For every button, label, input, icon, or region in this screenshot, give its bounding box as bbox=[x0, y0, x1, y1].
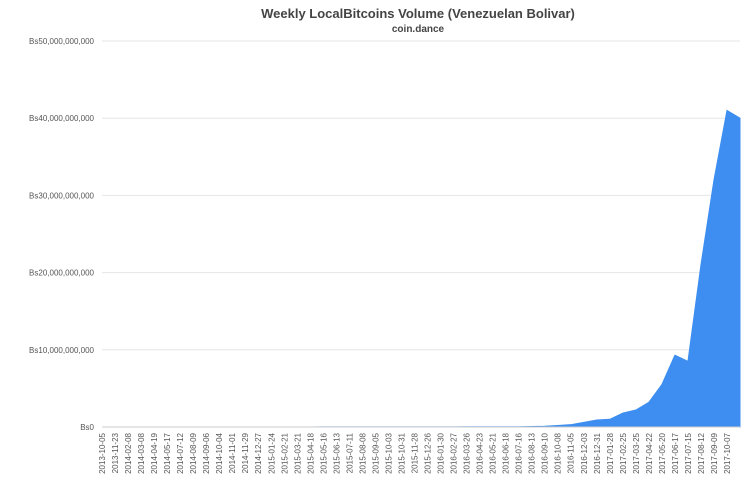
y-tick-label: Bs40,000,000,000 bbox=[29, 114, 94, 123]
x-tick-label: 2017-10-07 bbox=[723, 432, 732, 473]
x-tick-label: 2015-03-21 bbox=[293, 432, 302, 473]
x-tick-label: 2014-03-08 bbox=[137, 432, 146, 473]
x-tick-label: 2014-05-17 bbox=[163, 432, 172, 473]
x-tick-label: 2017-08-12 bbox=[697, 432, 706, 473]
y-tick-label: Bs10,000,000,000 bbox=[29, 346, 94, 355]
x-tick-label: 2014-04-19 bbox=[150, 432, 159, 473]
x-tick-label: 2016-07-16 bbox=[515, 432, 524, 473]
y-tick-label: Bs50,000,000,000 bbox=[29, 37, 94, 46]
x-tick-label: 2015-09-05 bbox=[371, 432, 380, 473]
x-tick-label: 2016-08-13 bbox=[528, 432, 537, 473]
x-tick-label: 2014-08-09 bbox=[189, 432, 198, 473]
x-tick-label: 2014-07-12 bbox=[176, 432, 185, 473]
x-tick-label: 2015-10-03 bbox=[384, 432, 393, 473]
x-tick-label: 2016-01-30 bbox=[437, 432, 446, 473]
x-tick-label: 2014-11-29 bbox=[241, 432, 250, 473]
x-tick-label: 2016-04-23 bbox=[476, 432, 485, 473]
x-tick-label: 2017-09-09 bbox=[710, 432, 719, 473]
x-tick-label: 2015-06-13 bbox=[332, 432, 341, 473]
x-tick-label: 2016-11-05 bbox=[567, 432, 576, 473]
x-tick-label: 2015-05-16 bbox=[319, 432, 328, 473]
x-tick-label: 2015-07-11 bbox=[345, 432, 354, 473]
x-tick-label: 2017-01-28 bbox=[606, 432, 615, 473]
x-tick-label: 2017-07-15 bbox=[684, 432, 693, 473]
x-tick-label: 2015-08-08 bbox=[358, 432, 367, 473]
x-tick-label: 2016-06-18 bbox=[502, 432, 511, 473]
x-tick-label: 2014-10-04 bbox=[215, 432, 224, 473]
x-tick-label: 2014-11-01 bbox=[228, 432, 237, 473]
x-tick-label: 2013-10-05 bbox=[98, 432, 107, 473]
y-tick-label: Bs20,000,000,000 bbox=[29, 269, 94, 278]
area bbox=[101, 109, 741, 428]
x-tick-label: 2014-09-06 bbox=[202, 432, 211, 473]
x-tick-label: 2016-03-26 bbox=[463, 432, 472, 473]
chart-title: Weekly LocalBitcoins Volume (Venezuelan … bbox=[261, 6, 575, 21]
x-tick-label: 2015-01-24 bbox=[267, 432, 276, 473]
x-tick-label: 2014-02-08 bbox=[124, 432, 133, 473]
x-tick-label: 2015-04-18 bbox=[306, 432, 315, 473]
x-tick-label: 2016-02-27 bbox=[450, 432, 459, 473]
x-tick-label: 2016-05-21 bbox=[489, 432, 498, 473]
x-tick-label: 2015-10-31 bbox=[397, 432, 406, 473]
x-tick-label: 2014-12-27 bbox=[254, 432, 263, 473]
x-tick-label: 2017-05-20 bbox=[658, 432, 667, 473]
x-tick-label: 2016-09-10 bbox=[541, 432, 550, 473]
x-tick-label: 2016-10-08 bbox=[554, 432, 563, 473]
y-tick-label: Bs0 bbox=[80, 423, 94, 432]
x-tick-label: 2016-12-31 bbox=[593, 432, 602, 473]
y-tick-label: Bs30,000,000,000 bbox=[29, 191, 94, 200]
x-tick-label: 2015-12-26 bbox=[424, 432, 433, 473]
x-tick-label: 2016-12-03 bbox=[580, 432, 589, 473]
x-tick-label: 2017-04-22 bbox=[645, 432, 654, 473]
x-tick-label: 2017-06-17 bbox=[671, 432, 680, 473]
x-tick-label: 2015-02-21 bbox=[280, 432, 289, 473]
x-tick-label: 2017-02-25 bbox=[619, 432, 628, 473]
x-tick-label: 2013-11-23 bbox=[111, 432, 120, 473]
chart-subtitle: coin.dance bbox=[392, 24, 445, 35]
x-tick-label: 2017-03-25 bbox=[632, 432, 641, 473]
x-tick-label: 2015-11-28 bbox=[410, 432, 419, 473]
